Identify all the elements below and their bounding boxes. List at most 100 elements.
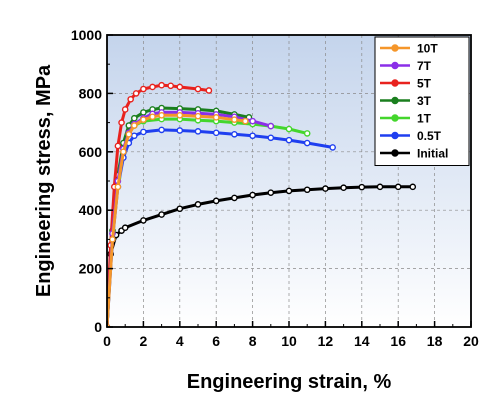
- data-point: [409, 183, 417, 191]
- data-point: [212, 129, 220, 137]
- data-point: [267, 134, 275, 142]
- legend-label: Initial: [417, 147, 448, 161]
- legend-marker: [391, 44, 399, 52]
- data-point: [303, 139, 311, 147]
- data-point: [149, 83, 156, 91]
- y-axis-label: Engineering stress, MPa: [33, 64, 55, 297]
- data-point: [249, 191, 256, 199]
- data-point: [158, 81, 165, 89]
- data-point: [194, 128, 202, 135]
- data-point: [121, 224, 129, 232]
- legend-item: 7T: [380, 59, 432, 73]
- data-point: [176, 83, 184, 91]
- data-point: [140, 128, 147, 136]
- data-point: [127, 95, 134, 103]
- data-point: [140, 116, 147, 123]
- data-point: [140, 85, 147, 93]
- legend-label: 7T: [417, 59, 432, 73]
- data-point: [376, 183, 384, 191]
- legend-item: 0.5T: [380, 129, 442, 143]
- data-point: [140, 217, 147, 224]
- data-point: [394, 183, 402, 191]
- y-tick-label: 600: [79, 144, 103, 160]
- legend-label: 1T: [417, 112, 432, 126]
- data-point: [132, 90, 140, 97]
- legend-label: 10T: [417, 42, 438, 56]
- data-point: [285, 125, 293, 133]
- data-point: [194, 112, 202, 120]
- series-initial: [107, 183, 417, 327]
- data-point: [176, 127, 184, 134]
- legend-marker: [391, 96, 399, 105]
- legend-item: 5T: [380, 77, 432, 91]
- axis-ticks: [106, 34, 472, 328]
- data-point: [231, 116, 238, 123]
- legend-marker: [391, 131, 399, 140]
- data-point: [267, 122, 275, 130]
- x-tick-label: 12: [318, 333, 334, 349]
- y-tick-label: 0: [94, 319, 102, 335]
- data-point: [120, 148, 127, 156]
- data-point: [125, 130, 133, 138]
- data-point: [114, 183, 122, 191]
- x-tick-label: 8: [249, 333, 257, 349]
- y-tick-label: 800: [79, 85, 103, 101]
- y-tick-label: 200: [79, 261, 103, 277]
- x-tick-label: 20: [463, 333, 479, 349]
- data-point: [329, 144, 336, 151]
- y-tick-label: 400: [79, 202, 103, 218]
- legend-item: 3T: [380, 94, 432, 108]
- x-tick-label: 14: [354, 333, 370, 349]
- x-tick-label: 16: [390, 333, 406, 349]
- data-point: [140, 109, 147, 116]
- series-layer: [107, 81, 417, 327]
- legend-item: Initial: [380, 147, 448, 161]
- x-axis-label: Engineering strain, %: [187, 371, 392, 393]
- data-point: [322, 185, 329, 192]
- y-tick-label: 1000: [71, 27, 102, 43]
- data-point: [358, 183, 366, 191]
- data-point: [114, 142, 122, 150]
- data-point: [109, 236, 116, 243]
- legend-marker: [391, 79, 399, 87]
- data-point: [249, 132, 256, 140]
- data-point: [194, 201, 202, 208]
- data-point: [158, 126, 165, 134]
- data-point: [121, 106, 129, 113]
- legend-marker: [391, 61, 399, 70]
- legend-label: 0.5T: [417, 129, 442, 143]
- data-point: [212, 114, 220, 121]
- legend-label: 3T: [417, 94, 432, 108]
- data-point: [340, 184, 347, 192]
- legend: 10T 7T 5T 3T 1T 0.5T Initial: [374, 36, 470, 166]
- series-5t: [107, 81, 213, 327]
- legend-item: 10T: [380, 42, 438, 56]
- x-tick-label: 2: [140, 333, 148, 349]
- data-point: [176, 205, 184, 213]
- data-point: [212, 197, 220, 205]
- x-tick-label: 10: [281, 333, 297, 349]
- x-tick-label: 4: [176, 333, 184, 349]
- data-point: [267, 189, 275, 196]
- data-point: [231, 194, 238, 202]
- x-tick-label: 6: [212, 333, 220, 349]
- data-point: [231, 130, 238, 138]
- data-point: [303, 186, 311, 194]
- data-point: [130, 114, 138, 122]
- data-point: [285, 187, 293, 195]
- data-point: [194, 85, 202, 93]
- data-point: [158, 211, 165, 218]
- legend-item: 1T: [380, 112, 432, 126]
- legend-marker: [391, 149, 399, 157]
- data-point: [242, 117, 249, 125]
- data-point: [176, 112, 184, 119]
- data-point: [249, 117, 256, 125]
- legend-marker: [391, 114, 399, 122]
- data-point: [205, 87, 213, 94]
- x-tick-label: 0: [103, 333, 111, 349]
- data-point: [149, 113, 156, 121]
- data-point: [285, 136, 293, 144]
- data-point: [130, 122, 138, 129]
